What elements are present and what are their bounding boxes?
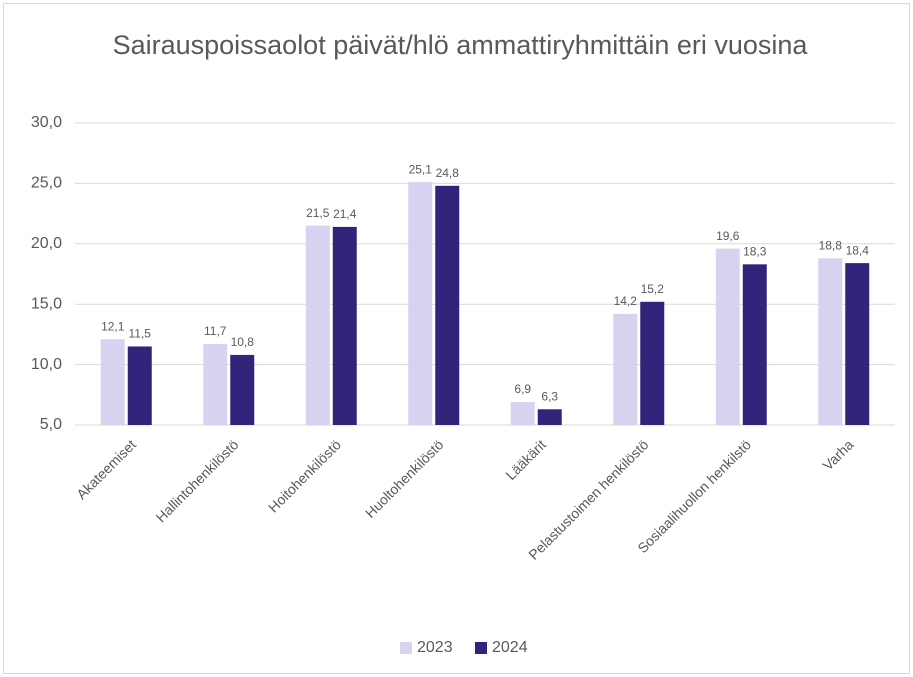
- data-label: 6,3: [541, 389, 558, 403]
- y-tick-label: 25,0: [31, 175, 62, 192]
- bar: [613, 313, 638, 425]
- data-label: 21,5: [306, 206, 330, 220]
- legend-swatch: [475, 642, 487, 654]
- data-label: 14,2: [614, 294, 638, 308]
- chart-title: Sairauspoissaolot päivät/hlö ammattiryhm…: [112, 30, 808, 60]
- data-label: 24,8: [436, 166, 460, 180]
- y-tick-label: 30,0: [31, 114, 62, 131]
- bar: [510, 402, 535, 425]
- y-tick-label: 20,0: [31, 235, 62, 252]
- data-label: 11,7: [204, 324, 227, 338]
- bar: [537, 409, 562, 425]
- data-label: 12,1: [101, 319, 125, 333]
- x-tick-label: Hallintohenkilöstö: [153, 436, 242, 525]
- bar: [332, 226, 357, 425]
- data-label: 19,6: [716, 229, 740, 243]
- x-tick-label: Huoltohenkilöstö: [362, 436, 447, 521]
- x-tick-label: Hoitohenkilöstö: [265, 436, 344, 515]
- x-tick-label: Lääkärit: [502, 436, 549, 483]
- bar: [100, 339, 125, 425]
- x-tick-label: Sosiaalihuollon henkilstö: [634, 436, 754, 556]
- data-label: 10,8: [231, 335, 255, 349]
- bar: [127, 346, 152, 425]
- bar: [640, 301, 665, 425]
- chart-frame: [3, 3, 910, 674]
- bar: [435, 185, 460, 425]
- bar: [742, 264, 767, 425]
- bar: [203, 344, 228, 425]
- bar: [715, 248, 740, 425]
- x-tick-label: Varha: [819, 436, 856, 473]
- data-label: 18,8: [819, 238, 843, 252]
- legend-label: 2023: [417, 639, 453, 656]
- legend-label: 2024: [492, 639, 528, 656]
- data-label: 21,4: [333, 207, 357, 221]
- bar: [818, 258, 843, 425]
- data-label: 11,5: [129, 327, 152, 341]
- y-tick-label: 5,0: [40, 416, 62, 433]
- y-tick-label: 15,0: [31, 295, 62, 312]
- legend-swatch: [400, 642, 412, 654]
- data-label: 15,2: [641, 282, 665, 296]
- y-tick-label: 10,0: [31, 356, 62, 373]
- bar: [230, 354, 255, 425]
- bar: [408, 182, 433, 425]
- bar: [845, 263, 870, 425]
- data-label: 18,3: [743, 245, 767, 259]
- data-label: 25,1: [409, 162, 433, 176]
- x-tick-label: Pelastustoimen henkilöstö: [525, 436, 651, 562]
- data-label: 18,4: [846, 243, 870, 257]
- data-label: 6,9: [514, 382, 531, 396]
- bar: [305, 225, 330, 425]
- x-tick-label: Akateemiset: [73, 436, 139, 502]
